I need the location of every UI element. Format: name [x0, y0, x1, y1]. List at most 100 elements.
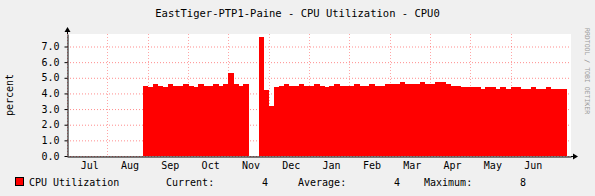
x-tick-label: Mar: [403, 160, 421, 171]
y-axis-title: percent: [4, 74, 15, 116]
y-tick-label: 1.0: [41, 135, 59, 146]
area-step: [279, 86, 285, 156]
area-step: [430, 84, 436, 156]
x-tick-label: May: [484, 160, 502, 171]
area-step: [470, 87, 476, 156]
chart-svg: 0.01.02.03.04.05.06.07.0JulAugSepOctNovD…: [0, 0, 595, 196]
x-tick: May: [484, 157, 502, 171]
y-tick-label: 3.0: [41, 104, 59, 115]
area-step: [495, 89, 501, 156]
x-axis: JulAugSepOctNovDecJanFebMarAprMayJun: [68, 157, 572, 171]
x-tick: Nov: [242, 157, 260, 171]
y-tick: 6.0: [41, 57, 67, 68]
x-tick-label: Jul: [81, 160, 99, 171]
area-step: [269, 106, 275, 156]
area-step: [319, 86, 325, 156]
grid-line-y: [67, 156, 571, 157]
y-tick: 0.0: [41, 151, 67, 162]
area-step: [188, 86, 194, 156]
plot-marks: [143, 37, 567, 156]
series: [143, 37, 567, 156]
area-step: [425, 84, 431, 156]
area-step: [309, 86, 315, 156]
area-step: [259, 37, 265, 156]
area-step: [420, 82, 426, 156]
area-step: [505, 89, 511, 156]
y-tick-label: 5.0: [41, 72, 59, 83]
area-step: [289, 86, 295, 156]
area-step: [294, 86, 300, 156]
y-tick-mark: [65, 109, 68, 110]
area-step: [395, 84, 401, 156]
y-tick: 5.0: [41, 72, 67, 83]
y-tick-mark: [65, 62, 68, 63]
area-step: [541, 89, 547, 156]
area-step: [344, 86, 350, 156]
y-tick: 7.0: [41, 41, 67, 52]
area-step: [511, 87, 517, 156]
area-step: [400, 82, 406, 156]
x-axis-line: [68, 157, 572, 158]
area-step: [233, 84, 239, 156]
y-tick-mark: [65, 47, 68, 48]
area-step: [516, 87, 522, 156]
area-step: [536, 89, 542, 156]
grid-line-x: [67, 34, 68, 156]
y-tick-label: 7.0: [41, 41, 59, 52]
x-tick: Apr: [444, 157, 462, 171]
stat-value: 4: [262, 177, 268, 188]
area-step: [324, 87, 330, 156]
area-step: [526, 89, 532, 156]
area-step: [339, 86, 345, 156]
y-tick-label: 2.0: [41, 119, 59, 130]
stat-value: 4: [394, 177, 400, 188]
y-tick-mark: [65, 78, 68, 79]
area-step: [334, 84, 340, 156]
area-step: [198, 84, 204, 156]
plot-background: [67, 34, 571, 156]
area-step: [193, 87, 199, 156]
grid-line-y: [67, 78, 571, 79]
x-tick: Jan: [323, 157, 341, 171]
area-step: [480, 89, 486, 156]
area-step: [415, 84, 421, 156]
area-step: [243, 84, 249, 156]
area-step: [173, 86, 179, 156]
area-step: [203, 86, 209, 156]
area-step: [374, 86, 380, 156]
area-step: [264, 90, 270, 156]
area-step: [500, 87, 506, 156]
x-tick: Aug: [121, 157, 139, 171]
area-step: [379, 86, 385, 156]
area-step: [238, 86, 244, 156]
area-step: [440, 82, 446, 156]
y-tick: 1.0: [41, 135, 67, 146]
area-step: [551, 89, 557, 156]
legend: CPU UtilizationCurrent:4Average:4Maximum…: [16, 177, 527, 188]
stat-label: Maximum:: [424, 177, 472, 188]
y-tick-label: 4.0: [41, 88, 59, 99]
area-step: [158, 86, 164, 156]
x-tick-label: Apr: [444, 160, 462, 171]
x-axis-arrow: [573, 154, 578, 160]
area-step: [445, 84, 451, 156]
y-tick-label: 0.0: [41, 151, 59, 162]
stat-label: Current:: [166, 177, 214, 188]
area-step: [143, 86, 149, 156]
area-step: [410, 84, 416, 156]
area-step: [218, 86, 224, 156]
y-tick: 3.0: [41, 104, 67, 115]
x-tick: Sep: [161, 157, 179, 171]
x-tick-label: Jun: [524, 160, 542, 171]
area-step: [364, 86, 370, 156]
y-tick-mark: [65, 140, 68, 141]
area-step: [213, 84, 219, 156]
grid-line-y: [67, 62, 571, 63]
area-step: [485, 87, 491, 156]
y-tick-mark: [65, 93, 68, 94]
y-axis-line: [68, 35, 69, 157]
legend-label: CPU Utilization: [29, 177, 119, 188]
x-tick-label: Aug: [121, 160, 139, 171]
area-step: [490, 87, 496, 156]
y-axis-arrow: [65, 27, 71, 32]
